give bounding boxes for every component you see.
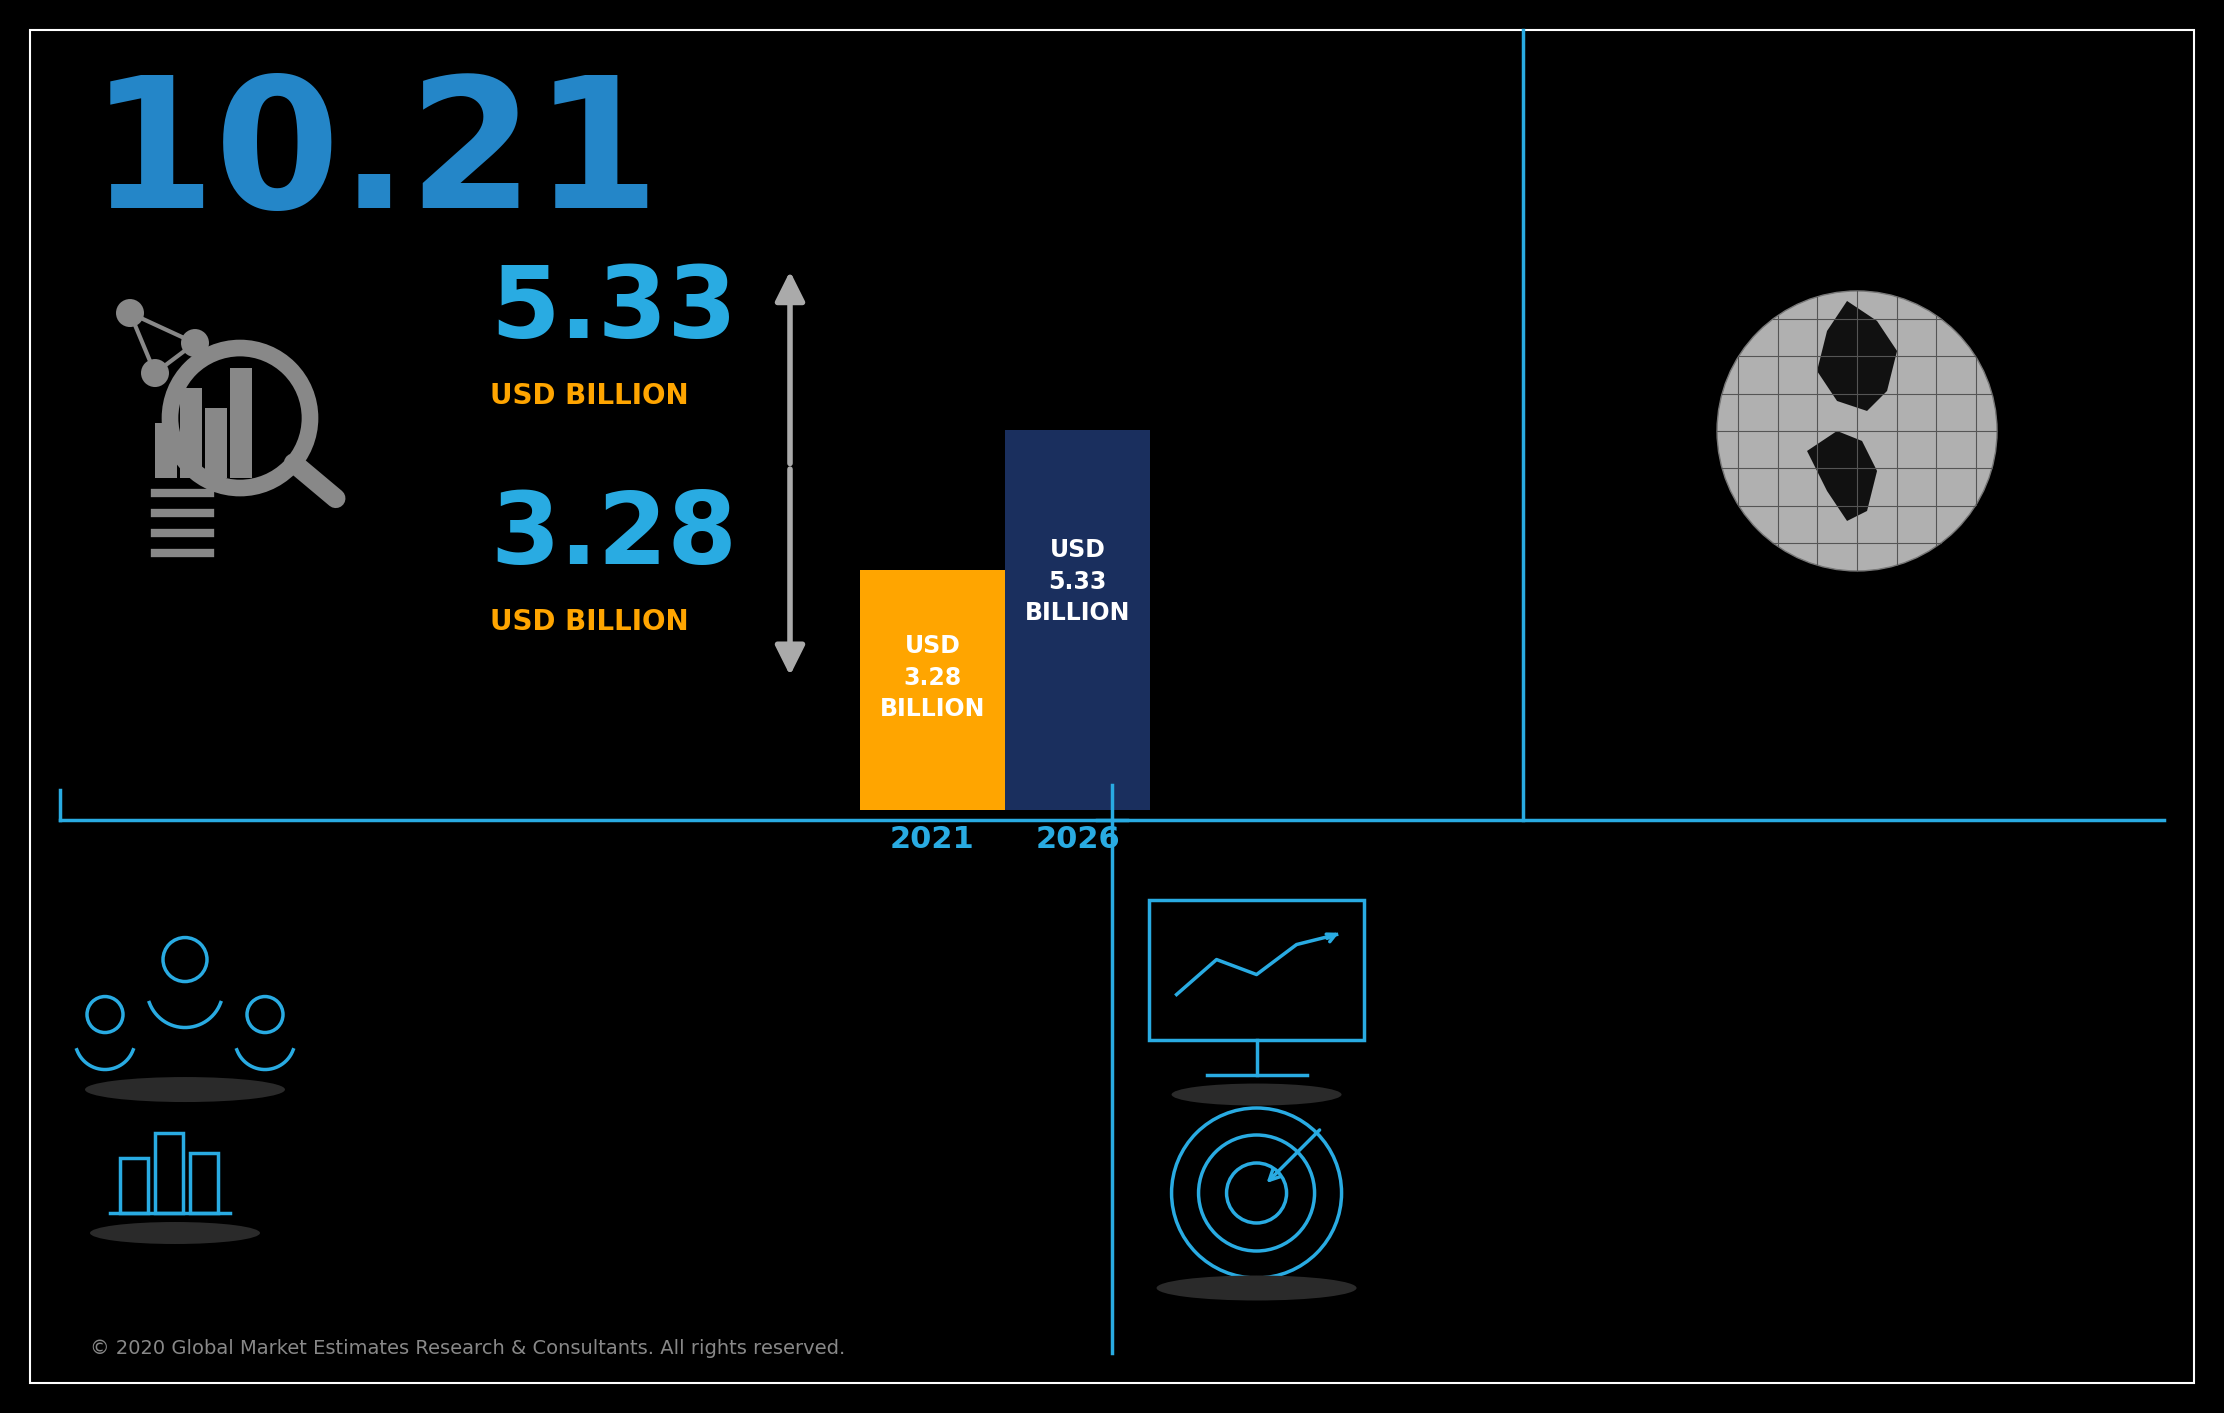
Text: USD
3.28
BILLION: USD 3.28 BILLION <box>881 634 985 721</box>
Text: 10.21: 10.21 <box>89 71 661 246</box>
Bar <box>205 408 227 478</box>
Text: USD BILLION: USD BILLION <box>489 382 689 410</box>
Circle shape <box>1717 291 1997 571</box>
Circle shape <box>116 300 145 326</box>
Bar <box>229 367 251 478</box>
Polygon shape <box>1808 431 1877 521</box>
Circle shape <box>140 359 169 387</box>
Bar <box>861 569 1005 810</box>
Ellipse shape <box>1156 1276 1357 1300</box>
Text: © 2020 Global Market Estimates Research & Consultants. All rights reserved.: © 2020 Global Market Estimates Research … <box>89 1340 845 1358</box>
Text: USD
5.33
BILLION: USD 5.33 BILLION <box>1025 538 1130 625</box>
Bar <box>156 422 178 478</box>
Bar <box>120 1159 149 1212</box>
Ellipse shape <box>85 1077 285 1102</box>
Text: 3.28: 3.28 <box>489 489 736 585</box>
Circle shape <box>180 329 209 357</box>
Text: 2026: 2026 <box>1034 825 1121 853</box>
Text: 5.33: 5.33 <box>489 263 736 359</box>
Text: USD BILLION: USD BILLION <box>489 608 689 636</box>
Text: 2021: 2021 <box>890 825 974 853</box>
Bar <box>1150 900 1363 1040</box>
Ellipse shape <box>1172 1084 1341 1105</box>
Bar <box>189 1153 218 1212</box>
Bar <box>180 389 202 478</box>
Ellipse shape <box>89 1222 260 1243</box>
Bar <box>156 1133 182 1212</box>
Polygon shape <box>1817 301 1897 411</box>
Bar <box>1005 430 1150 810</box>
